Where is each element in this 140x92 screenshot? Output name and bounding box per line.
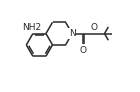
Text: O: O (90, 23, 97, 32)
Text: N: N (69, 29, 75, 38)
Text: NH2: NH2 (23, 23, 42, 32)
Text: O: O (79, 46, 86, 55)
